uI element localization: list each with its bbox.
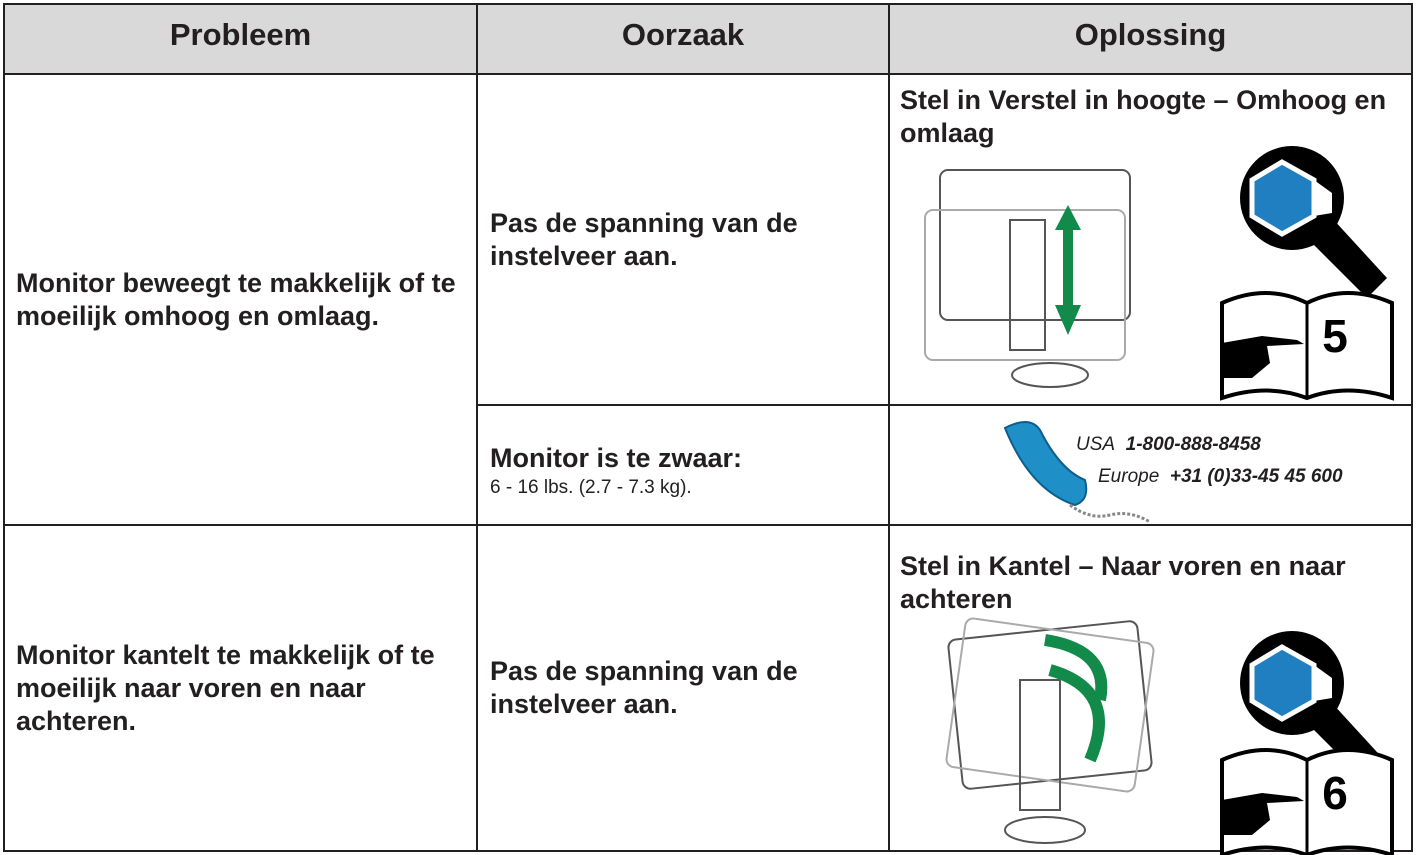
- problem-text: Monitor kantelt te makkelijk of te moeil…: [16, 639, 435, 736]
- cause-text: Monitor is te zwaar:: [490, 443, 743, 473]
- cause-cell: Pas de spanning van de instelveer aan.: [490, 525, 875, 851]
- monitor-height-illustration: [924, 169, 1131, 388]
- header-cell: Oorzaak: [621, 17, 745, 52]
- solution-title: Stel in Kantel – Naar voren en naar acht…: [900, 551, 1346, 614]
- monitor-tilt-illustration: [945, 617, 1155, 844]
- contact: USA 1-800-888-8458: [1076, 434, 1261, 456]
- phone-icon: [1003, 421, 1151, 524]
- problem-cell: Monitor beweegt te makkelijk of te moeil…: [16, 74, 461, 525]
- problem-text: Monitor beweegt te makkelijk of te moeil…: [16, 267, 456, 331]
- region: USA: [1076, 434, 1116, 455]
- region: Europe: [1098, 466, 1160, 487]
- phone: 1-800-888-8458: [1125, 434, 1261, 455]
- header-bg: [4, 4, 1412, 74]
- contact: Europe +31 (0)33-45 45 600: [1098, 466, 1343, 488]
- cause-text: Pas de spanning van de instelveer aan.: [490, 656, 798, 719]
- grid: [3, 3, 1413, 852]
- header-cell: Oplossing: [1074, 17, 1227, 52]
- phone: +31 (0)33-45 45 600: [1169, 466, 1343, 487]
- cause-text: Pas de spanning van de instelveer aan.: [490, 207, 798, 271]
- solution-title: Stel in Verstel in hoogte – Omhoog en om…: [900, 85, 1387, 148]
- problem-cell: Monitor kantelt te makkelijk of te moeil…: [16, 525, 461, 851]
- cause-cell: Pas de spanning van de instelveer aan.: [490, 74, 875, 405]
- cause-detail: 6 - 16 lbs. (2.7 - 7.3 kg).: [490, 477, 692, 498]
- header-cell: Probleem: [169, 17, 312, 52]
